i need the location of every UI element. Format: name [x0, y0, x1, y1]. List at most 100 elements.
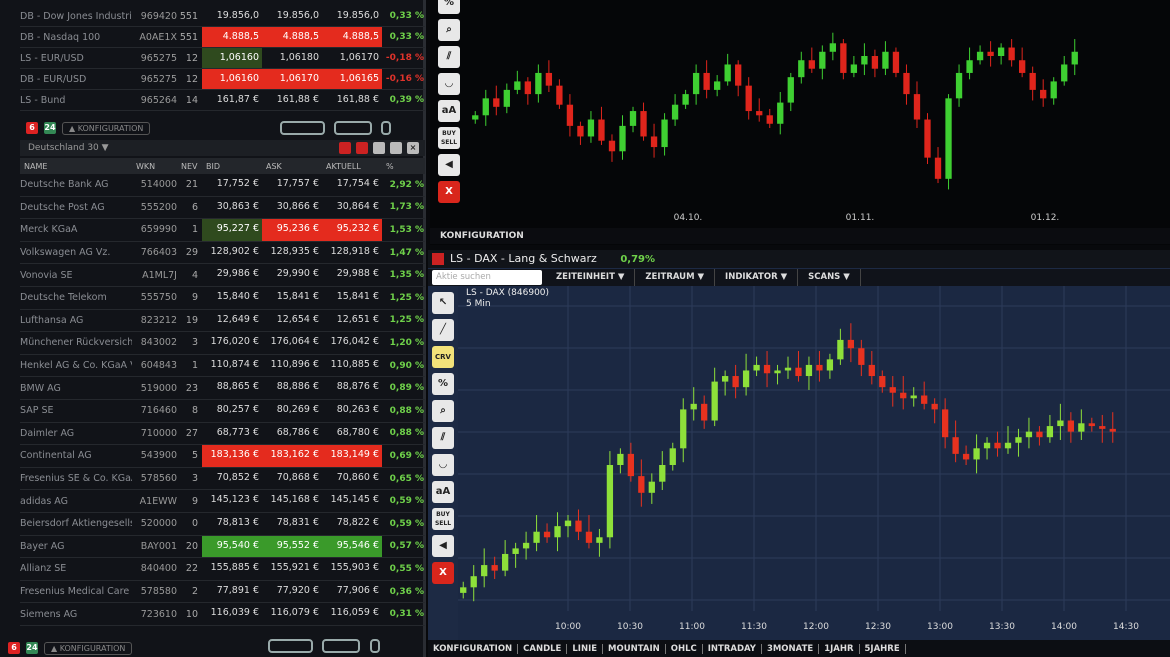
alert-badge[interactable]: 6 — [8, 642, 20, 654]
mobile-icon[interactable] — [381, 121, 391, 135]
menu-indikator[interactable]: INDIKATOR ▼ — [715, 269, 799, 286]
panel-title[interactable]: Deutschland 30 — [28, 143, 99, 153]
nav-candle[interactable]: CANDLE — [518, 643, 568, 654]
menu-zeitraum[interactable]: ZEITRAUM ▼ — [635, 269, 716, 286]
table-row[interactable]: Deutsche Post AG 555200 6 30,863 € 30,866 € 3… — [20, 197, 425, 220]
nav-mountain[interactable]: MOUNTAIN — [603, 643, 666, 654]
column-header[interactable]: WKN — [136, 161, 156, 171]
tool-button[interactable]: X — [438, 181, 460, 203]
cell-ask: 70,868 € — [276, 471, 319, 483]
table-row[interactable]: Deutsche Telekom 555750 9 15,840 € 15,841 € 1… — [20, 287, 425, 310]
column-header[interactable]: % — [386, 161, 394, 171]
column-header[interactable]: NAME — [24, 161, 48, 171]
column-header[interactable]: ASK — [266, 161, 282, 171]
tool-button[interactable]: aA — [438, 100, 460, 122]
table-row[interactable]: Vonovia SE A1ML7J 4 29,986 € 29,990 € 29,988 … — [20, 264, 425, 287]
cell-wkn: 823212 — [140, 314, 177, 326]
candle — [1078, 409, 1085, 440]
tool-button[interactable]: aA — [432, 481, 454, 503]
nav-ohlc[interactable]: OHLC — [666, 643, 703, 654]
table-row[interactable]: Münchener Rückversiche 843002 3 176,020 € 17… — [20, 332, 425, 355]
table-row[interactable]: SAP SE 716460 8 80,257 € 80,269 € 80,263 € 0,8… — [20, 400, 425, 423]
alert-badge[interactable]: 6 — [26, 122, 38, 134]
nav-5jahre[interactable]: 5JAHRE — [860, 643, 906, 654]
tool-button[interactable]: ⫽ — [432, 427, 454, 449]
table-row[interactable]: Continental AG 543900 5 183,136 €183,162 €1… — [20, 445, 425, 468]
count-badge: 24 — [44, 122, 56, 134]
table-row[interactable]: DB - Dow Jones Industria 969420 551 19.856,… — [20, 6, 425, 27]
table-row[interactable]: LS - Bund 965264 14 161,87 € 161,88 € 161,88 … — [20, 90, 425, 111]
table-row[interactable]: BMW AG 519000 23 88,865 € 88,886 € 88,876 € 0,… — [20, 377, 425, 400]
window-icon[interactable] — [390, 142, 402, 154]
candle — [514, 70, 521, 95]
table-row[interactable]: Merck KGaA 659990 1 95,227 €95,236 €95,232 … — [20, 219, 425, 242]
table-row[interactable]: Bayer AG BAY001 20 95,540 €95,552 €95,546 €… — [20, 535, 425, 559]
tool-button[interactable]: ⌕ — [432, 400, 454, 422]
tool-button[interactable]: ↖ — [432, 292, 454, 314]
tool-button[interactable]: CRV — [432, 346, 454, 368]
nav-konfiguration[interactable]: KONFIGURATION — [428, 643, 519, 654]
column-header[interactable]: BID — [206, 161, 221, 171]
tool-button[interactable]: % — [432, 373, 454, 395]
top-chart[interactable]: 04.10. 01.11. 01.12. — [430, 0, 1170, 245]
tool-button[interactable]: ◡ — [432, 454, 454, 476]
table-row[interactable]: Daimler AG 710000 27 68,773 € 68,786 € 68,780… — [20, 423, 425, 446]
tool-button[interactable]: ◀ — [438, 154, 460, 176]
table-row[interactable]: Beiersdorf Aktiengesellsc 520000 0 78,813 €… — [20, 513, 425, 536]
candle — [1046, 414, 1054, 443]
bottom-status-bar: 6 24 ▲ KONFIGURATION — [8, 639, 133, 657]
tool-button[interactable]: ◡ — [438, 73, 460, 95]
bell-icon[interactable] — [356, 142, 368, 154]
stream-toggle[interactable] — [268, 639, 313, 653]
cell-nev: 10 — [185, 608, 198, 620]
number-icon[interactable] — [373, 142, 385, 154]
tool-button[interactable]: BUY SELL — [438, 127, 460, 149]
flag-toggle[interactable] — [322, 639, 360, 653]
candle — [556, 79, 563, 109]
config-button[interactable]: ▲ KONFIGURATION — [44, 641, 133, 655]
tool-button[interactable]: ◀ — [432, 535, 454, 557]
stream-toggle[interactable] — [280, 121, 325, 135]
table-row[interactable]: Henkel AG & Co. KGaA V. 604843 1 110,874 € 1… — [20, 355, 425, 378]
menu-zeiteinheit[interactable]: ZEITEINHEIT ▼ — [546, 269, 636, 286]
table-row[interactable]: Allianz SE 840400 22 155,885 € 155,921 € 155,… — [20, 558, 425, 581]
table-row[interactable]: Deutsche Bank AG 514000 21 17,752 € 17,757 €… — [20, 174, 425, 197]
cell-ask: 29,990 € — [276, 268, 319, 280]
dax-chart[interactable]: LS - DAX (846900) 5 Min 10:00 10:30 11:00 1… — [458, 286, 1170, 640]
stream-icon[interactable] — [339, 142, 351, 154]
table-row[interactable]: Fresenius SE & Co. KGaA 578560 3 70,852 € 70… — [20, 468, 425, 491]
table-row[interactable]: DB - Nasdaq 100 A0AE1X 551 4.888,5 4.888,5 4.… — [20, 27, 425, 48]
table-row[interactable]: DB - EUR/USD 965275 12 1,06160 1,06170 1,0616… — [20, 69, 425, 90]
tool-button[interactable]: ╱ — [432, 319, 454, 341]
nav-linie[interactable]: LINIE — [567, 643, 604, 654]
menu-scans[interactable]: SCANS ▼ — [798, 269, 861, 286]
flag-toggle[interactable] — [334, 121, 372, 135]
close-icon[interactable]: × — [407, 142, 419, 154]
column-header[interactable]: AKTUELL — [326, 161, 361, 171]
column-header[interactable]: NEV — [181, 161, 198, 171]
nav-1jahr[interactable]: 1JAHR — [819, 643, 860, 654]
cell-wkn: 520000 — [140, 518, 177, 530]
top-config-button[interactable]: KONFIGURATION — [430, 228, 1170, 244]
table-row[interactable]: Lufthansa AG 823212 19 12,649 € 12,654 € 12,6… — [20, 310, 425, 333]
config-button[interactable]: ▲ KONFIGURATION — [62, 121, 151, 135]
cell-wkn: 604843 — [140, 360, 177, 372]
table-row[interactable]: Fresenius Medical Care A 578580 2 77,891 € 7… — [20, 581, 425, 604]
candle — [619, 115, 626, 160]
tool-button[interactable]: X — [432, 562, 454, 584]
table-row[interactable]: LS - EUR/USD 965275 12 1,06160 1,06180 1,0617… — [20, 48, 425, 69]
nav-intraday[interactable]: INTRADAY — [703, 643, 762, 654]
tool-button[interactable]: ⫽ — [438, 46, 460, 68]
table-row[interactable]: Siemens AG 723610 10 116,039 € 116,079 € 116,… — [20, 603, 425, 626]
stock-search-input[interactable]: Aktie suchen — [432, 270, 542, 285]
cell-ask: 78,831 € — [276, 517, 319, 528]
candle — [661, 113, 668, 156]
tool-button[interactable]: ⌕ — [438, 19, 460, 41]
nav-3monate[interactable]: 3MONATE — [762, 643, 820, 654]
cell-pct: 0,69 % — [389, 450, 424, 461]
tool-button[interactable]: % — [438, 0, 460, 14]
tool-button[interactable]: BUY SELL — [432, 508, 454, 530]
mobile-icon[interactable] — [370, 639, 380, 653]
table-row[interactable]: adidas AG A1EWW 9 145,123 € 145,168 € 145,145… — [20, 490, 425, 513]
table-row[interactable]: Volkswagen AG Vz. 766403 29 128,902 € 128,93… — [20, 242, 425, 265]
